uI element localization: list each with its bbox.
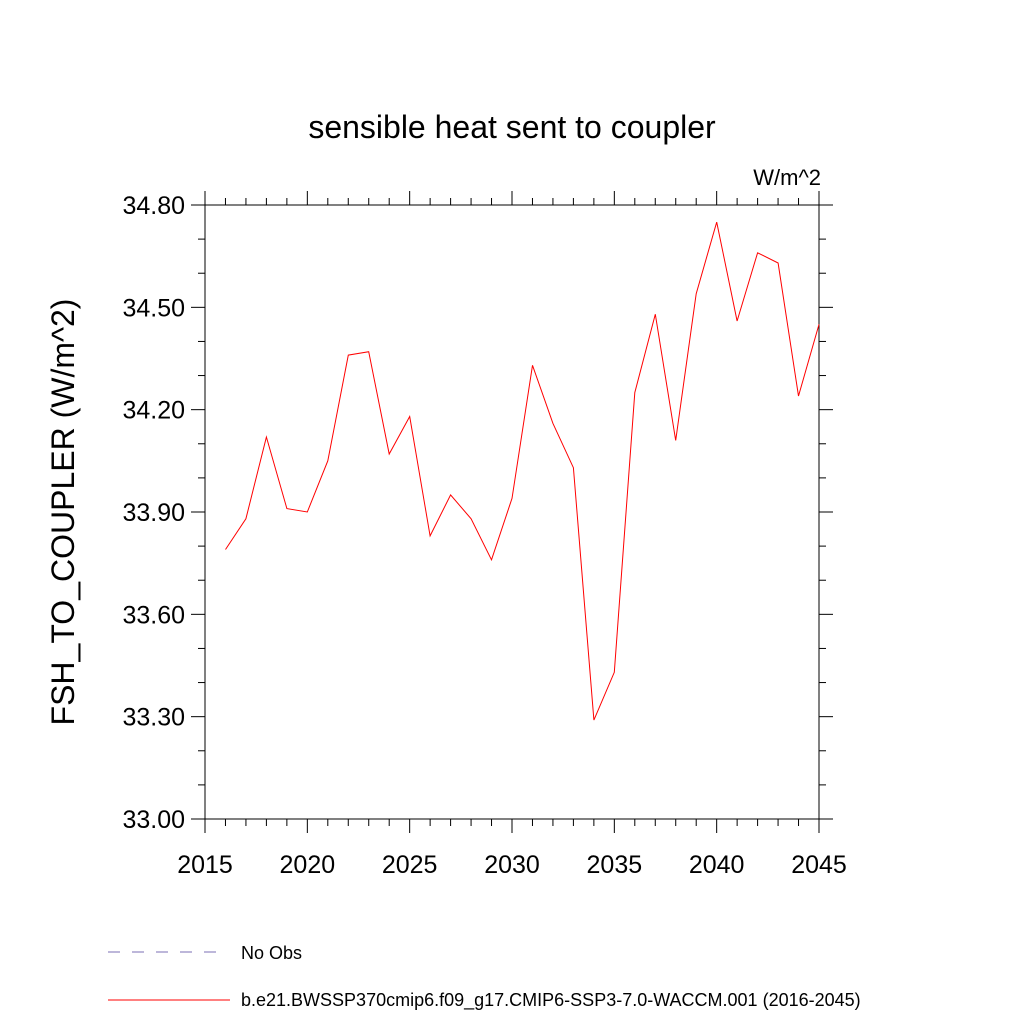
y-tick-labels: 33.00 33.30 33.60 33.90 34.20 34.50 34.80 [122,192,185,834]
data-point [634,392,635,393]
legend-label-no-obs: No Obs [241,943,302,963]
data-point [696,293,697,294]
y-tick-label: 33.30 [122,704,185,732]
data-point [245,518,246,519]
data-point [348,354,349,355]
data-point [266,436,267,437]
y-tick-label: 33.60 [122,601,185,629]
data-point [532,365,533,366]
data-point [593,719,594,720]
x-tick-label: 2045 [791,851,847,879]
legend: No Obs b.e21.BWSSP370cmip6.f09_g17.CMIP6… [108,943,861,1011]
data-point [389,453,390,454]
x-tick-label: 2035 [587,851,643,879]
x-tick-label: 2015 [177,851,233,879]
x-tick-label: 2020 [280,851,336,879]
data-point [307,511,308,512]
plot-frame [204,204,820,820]
units-label: W/m^2 [753,165,821,190]
x-tick-label: 2040 [689,851,745,879]
data-point [552,423,553,424]
data-point [716,221,717,222]
chart-title: sensible heat sent to coupler [308,109,716,145]
y-axis-label: FSH_TO_COUPLER (W/m^2) [45,299,81,726]
axis-ticks [191,191,833,833]
data-point [450,494,451,495]
series-layer [225,221,820,721]
legend-label-waccm: b.e21.BWSSP370cmip6.f09_g17.CMIP6-SSP3-7… [241,990,861,1011]
data-point [777,262,778,263]
y-tick-label: 33.00 [122,806,185,834]
x-tick-label: 2025 [382,851,438,879]
y-tick-label: 33.90 [122,499,185,527]
data-point [286,508,287,509]
data-point [614,672,615,673]
series-line [225,221,820,721]
data-point [368,351,369,352]
x-tick-label: 2030 [484,851,540,879]
data-point [818,324,819,325]
data-point [327,460,328,461]
data-point [798,395,799,396]
data-point [737,320,738,321]
data-point [470,518,471,519]
data-point [573,467,574,468]
y-tick-label: 34.20 [122,397,185,425]
y-tick-label: 34.50 [122,294,185,322]
data-point [511,498,512,499]
data-point [675,440,676,441]
data-point [409,416,410,417]
data-point [757,252,758,253]
data-point [225,549,226,550]
data-point [430,535,431,536]
y-tick-label: 34.80 [122,192,185,220]
data-point [655,314,656,315]
data-point [491,559,492,560]
x-tick-labels: 2015 2020 2025 2030 2035 2040 2045 [177,851,847,879]
